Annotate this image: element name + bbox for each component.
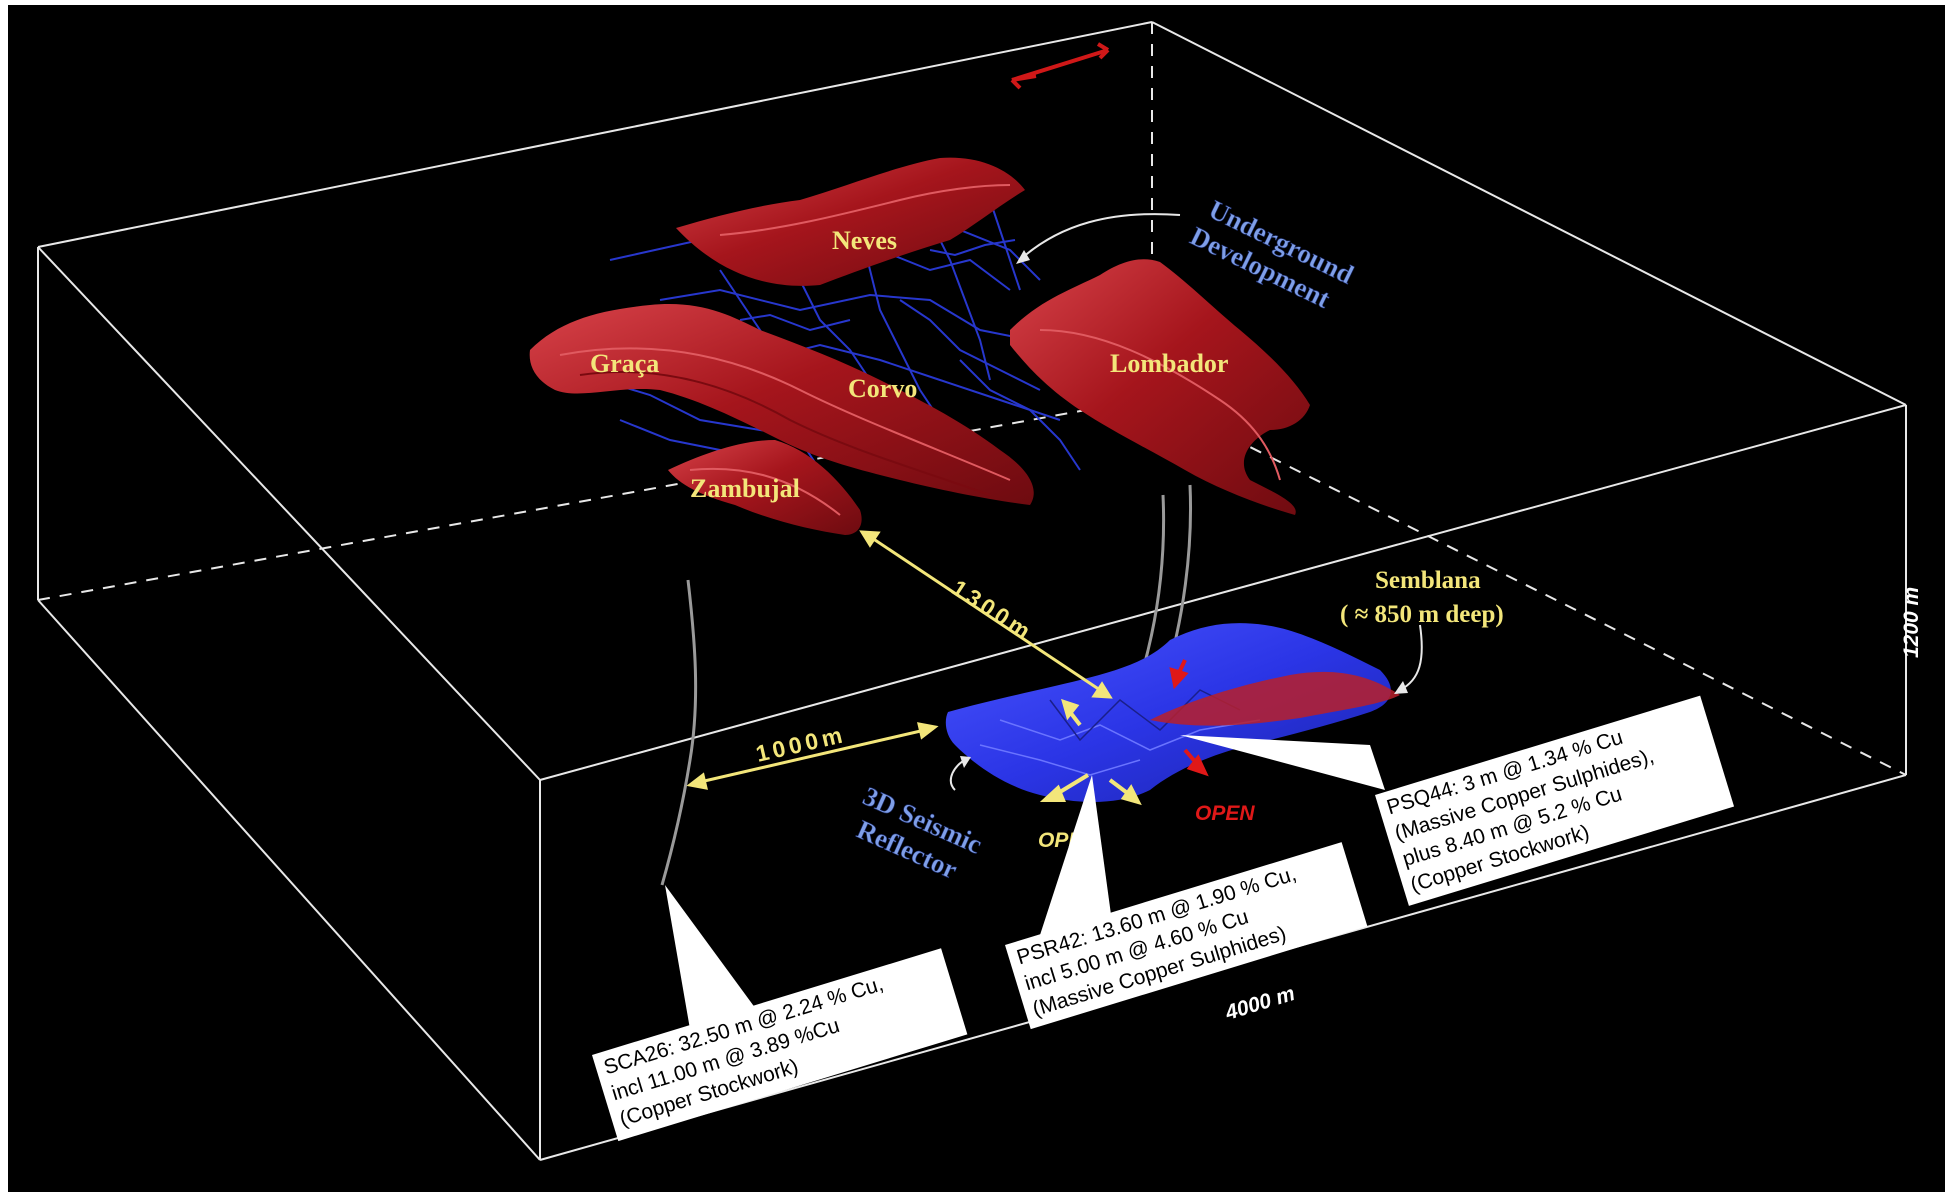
orebody-graca-corvo-shape <box>529 304 1034 505</box>
label-lombador: Lombador <box>1110 349 1228 378</box>
semblana-orebody-shape <box>1150 671 1400 726</box>
orebody-lombador-shape <box>1010 259 1310 515</box>
box-bottom-left-edge <box>37 599 541 1161</box>
callout-pointer-psr42 <box>1040 775 1112 935</box>
dimension-label-height: 1200 m <box>1900 587 1923 658</box>
distance-arrow-1300 <box>859 530 1113 699</box>
orebody-neves-shape <box>676 157 1025 286</box>
semblana-label-line2: ( ≈ 850 m deep) <box>1340 601 1504 628</box>
seismic-arrow-icon <box>949 756 971 791</box>
box-hidden-bottom-right-edge <box>1151 397 1907 776</box>
label-corvo: Corvo <box>848 374 917 403</box>
callout-pointer-psq44 <box>1180 735 1385 790</box>
callout-psr42-box <box>1004 842 1368 1030</box>
semblana-label-line1: Semblana <box>1375 567 1481 594</box>
open-label-red: OPEN <box>1195 802 1255 825</box>
underground-arrow-icon <box>1016 213 1181 264</box>
box-back-top-edge <box>37 21 1153 248</box>
north-arrow-icon <box>1010 42 1110 90</box>
open-arrows-yellow <box>1039 698 1142 806</box>
orebody-zambujal-shape <box>668 440 862 535</box>
drillhole-sca26 <box>660 579 698 886</box>
box-back-right-top-edge <box>1151 21 1907 406</box>
callout-sca26-box <box>592 948 968 1142</box>
box-top-front-right-edge <box>539 404 1907 781</box>
callout-psq44-box <box>1375 695 1735 906</box>
label-zambujal: Zambujal <box>690 474 800 503</box>
bounding-box <box>37 21 1907 1161</box>
open-arrows-red <box>1169 659 1209 777</box>
label-graca: Graça <box>590 349 659 378</box>
box-top-front-edge <box>37 246 541 781</box>
label-neves: Neves <box>832 226 897 255</box>
distance-arrow-1000 <box>686 722 939 790</box>
semblana-arrow-icon <box>1394 624 1423 694</box>
